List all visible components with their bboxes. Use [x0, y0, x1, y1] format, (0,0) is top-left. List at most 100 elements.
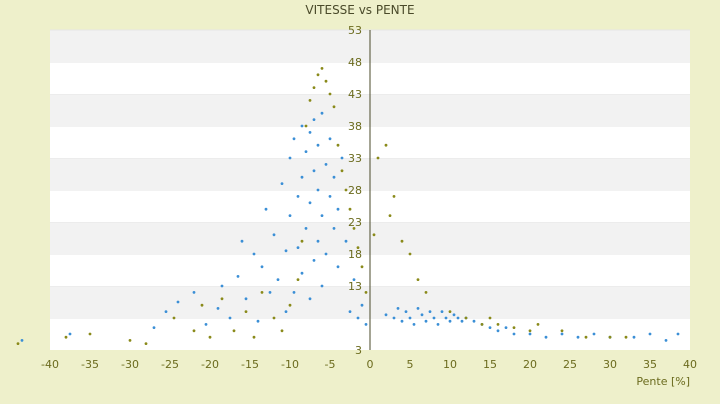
chart-title: VITESSE vs PENTE — [305, 3, 414, 17]
data-point — [312, 259, 316, 262]
data-point — [464, 316, 468, 320]
data-point — [360, 265, 364, 269]
data-point — [452, 313, 456, 317]
data-point — [220, 297, 224, 301]
data-point — [288, 156, 292, 160]
data-point — [292, 291, 296, 294]
data-point — [460, 319, 464, 323]
data-point — [480, 323, 484, 326]
data-point — [232, 329, 236, 333]
data-point — [260, 291, 264, 294]
data-point — [320, 67, 324, 70]
data-point — [256, 319, 260, 323]
y-tick-label: 23 — [348, 216, 362, 229]
data-point — [416, 307, 420, 310]
y-tick-label: 38 — [348, 120, 362, 133]
data-point — [308, 99, 312, 102]
data-point — [560, 329, 564, 333]
x-tick-label: 0 — [367, 358, 374, 371]
data-point — [288, 303, 292, 307]
data-point — [412, 323, 416, 326]
data-point — [64, 335, 68, 339]
y-tick-label: 48 — [348, 56, 362, 69]
data-point — [332, 227, 336, 230]
data-point — [396, 307, 400, 310]
data-point — [312, 118, 316, 121]
data-point — [200, 303, 204, 307]
data-point — [228, 316, 232, 320]
data-point — [512, 326, 516, 329]
data-point — [328, 137, 332, 141]
data-point — [216, 307, 220, 310]
x-axis-label: Pente [%] — [636, 375, 690, 388]
data-point — [348, 310, 352, 313]
data-point — [528, 329, 532, 333]
data-point — [128, 339, 132, 342]
x-tick-label: -20 — [201, 358, 219, 371]
data-point — [428, 310, 432, 313]
data-point — [584, 335, 588, 339]
data-point — [192, 329, 196, 333]
data-point — [536, 323, 540, 326]
data-point — [152, 326, 156, 329]
data-point — [316, 73, 320, 77]
data-point — [300, 239, 304, 243]
x-tick-label: -15 — [241, 358, 259, 371]
data-point — [372, 233, 376, 237]
data-point — [420, 313, 424, 317]
data-point — [408, 252, 412, 256]
data-point — [592, 332, 596, 336]
data-point — [144, 342, 148, 345]
data-point — [260, 265, 264, 269]
data-point — [204, 323, 208, 326]
data-point — [280, 329, 284, 333]
data-point — [400, 239, 404, 243]
data-point — [192, 291, 196, 294]
data-point — [384, 313, 388, 317]
data-point — [336, 143, 340, 147]
data-point — [164, 310, 168, 313]
data-point — [528, 332, 532, 336]
data-point — [244, 310, 248, 313]
y-tick-label: 33 — [348, 152, 362, 165]
y-tick-label: 18 — [348, 248, 362, 261]
data-point — [88, 332, 92, 336]
data-point — [348, 207, 352, 211]
data-point — [624, 335, 628, 339]
x-tick-label: -40 — [41, 358, 59, 371]
data-point — [344, 188, 348, 192]
data-point — [608, 335, 612, 339]
data-point — [308, 297, 312, 301]
data-point — [244, 297, 248, 301]
data-point — [312, 86, 316, 89]
data-point — [220, 284, 224, 288]
x-tick-label: 20 — [523, 358, 537, 371]
data-point — [332, 175, 336, 179]
data-point — [512, 332, 516, 336]
data-point — [320, 284, 324, 288]
x-tick-label: -35 — [81, 358, 99, 371]
data-point — [416, 278, 420, 281]
data-point — [496, 323, 500, 326]
data-point — [284, 310, 288, 313]
data-point — [352, 278, 356, 281]
data-point — [632, 335, 636, 339]
data-point — [340, 156, 344, 160]
data-point — [308, 131, 312, 134]
x-tick-labels: -40 -35 -30 -25 -20 -15 -10 -5 0 5 10 15 20 25 30 35 40 — [41, 358, 697, 371]
data-point — [676, 332, 680, 336]
data-point — [448, 310, 452, 313]
data-point — [448, 319, 452, 323]
data-point — [20, 339, 24, 342]
data-point — [316, 188, 320, 192]
data-point — [456, 316, 460, 320]
data-point — [288, 214, 292, 218]
data-point — [320, 214, 324, 218]
x-tick-label: -25 — [161, 358, 179, 371]
data-point — [264, 207, 268, 211]
data-points — [16, 67, 680, 345]
data-point — [296, 278, 300, 281]
x-tick-label: 5 — [407, 358, 414, 371]
data-point — [384, 143, 388, 147]
